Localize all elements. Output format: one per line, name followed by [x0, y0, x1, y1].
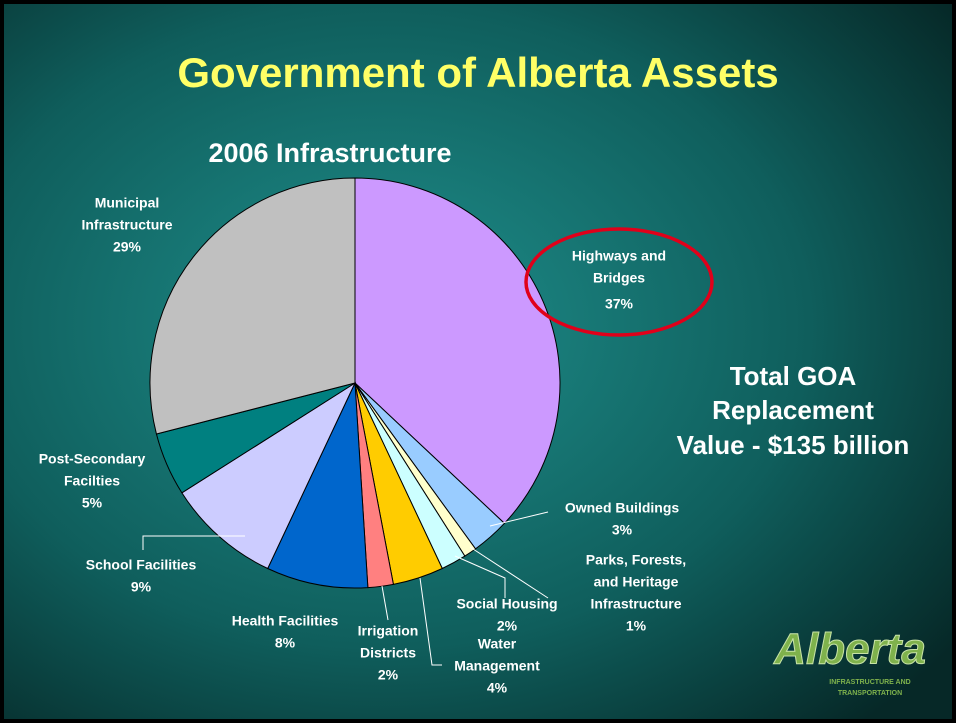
value-label: 37% [605, 296, 634, 312]
value-label: 5% [82, 495, 103, 511]
leader-line [454, 555, 506, 598]
slice-label: Infrastructure [590, 596, 681, 612]
logo-tagline: INFRASTRUCTURE AND [829, 679, 910, 686]
logo-name: Alberta [773, 625, 926, 674]
annotation: Value - $135 billion [677, 430, 910, 460]
value-label: 4% [487, 680, 508, 696]
slice-label: Owned Buildings [565, 500, 680, 516]
pie-slice [267, 382, 369, 589]
pie-slice [181, 381, 357, 570]
slice-label: Bridges [593, 270, 645, 286]
slice-label: and Heritage [594, 574, 679, 590]
slice-label: Highways and [572, 248, 666, 264]
logo: Alberta INFRASTRUCTURE AND TRANSPORTATIO… [773, 624, 927, 697]
leader-lines [142, 511, 549, 666]
value-label: 8% [275, 635, 296, 651]
leader-line [469, 546, 549, 599]
leader-line [419, 577, 442, 666]
slice-label: Post-Secondary [39, 451, 146, 467]
highlight-ellipse [524, 227, 714, 337]
logo-tagline: TRANSPORTATION [838, 690, 902, 697]
slice-label: Parks, Forests, [586, 552, 686, 568]
value-label: 3% [612, 522, 633, 538]
slice-label: Municipal [95, 195, 160, 211]
value-label: 2% [497, 618, 518, 634]
slice-label: Facilties [64, 473, 120, 489]
slice-label: Irrigation [358, 623, 419, 639]
pie-slice [149, 177, 356, 435]
slice-label: Districts [360, 645, 416, 661]
leader-line [489, 511, 549, 527]
slice-label: Management [454, 658, 540, 674]
pie-slice [354, 177, 561, 525]
value-label: 9% [131, 579, 152, 595]
annotation: Total GOA [730, 361, 857, 391]
annotation: Replacement [712, 395, 874, 425]
slice-label: Social Housing [456, 596, 557, 612]
chart-subtitle: 2006 Infrastructure [208, 138, 451, 168]
value-label: 29% [113, 239, 142, 255]
slice-label: Health Facilities [232, 613, 339, 629]
pie [149, 177, 561, 589]
leader-line [142, 535, 245, 550]
value-label: 1% [626, 618, 647, 634]
chart-title: Government of Alberta Assets [177, 49, 778, 96]
slice-label: Infrastructure [81, 217, 172, 233]
slice-label: Water [478, 636, 517, 652]
value-label: 2% [378, 667, 399, 683]
slice-label: School Facilities [86, 557, 197, 573]
leader-line [381, 585, 389, 621]
